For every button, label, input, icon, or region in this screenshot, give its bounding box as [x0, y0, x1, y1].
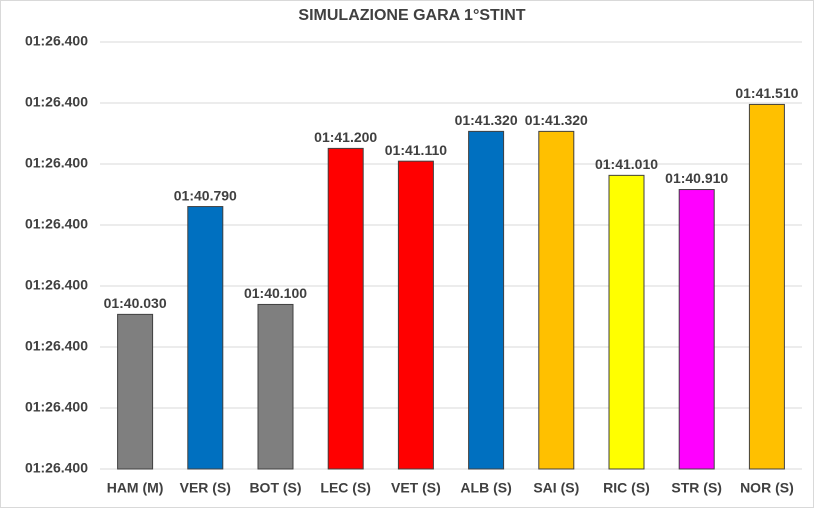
x-tick-label: VET (S) — [391, 480, 441, 496]
bar — [678, 189, 715, 470]
bar — [468, 130, 505, 470]
y-tick-label: 01:26.400 — [25, 155, 88, 171]
bar — [187, 206, 224, 470]
value-label: 01:40.910 — [665, 170, 728, 186]
bar — [608, 174, 645, 470]
bar — [117, 313, 154, 470]
x-tick-label: BOT (S) — [249, 480, 301, 496]
x-tick-label: NOR (S) — [740, 480, 794, 496]
x-tick-label: LEC (S) — [320, 480, 371, 496]
bar — [257, 303, 294, 470]
y-tick-label: 01:26.400 — [25, 216, 88, 232]
y-tick-label: 01:26.400 — [25, 399, 88, 415]
bar — [327, 147, 364, 470]
y-tick-label: 01:26.400 — [25, 33, 88, 49]
y-tick-label: 01:26.400 — [25, 338, 88, 354]
value-label: 01:41.200 — [314, 129, 377, 145]
x-tick-label: HAM (M) — [107, 480, 164, 496]
value-label: 01:41.320 — [455, 112, 518, 128]
x-tick-label: STR (S) — [671, 480, 722, 496]
x-tick-label: ALB (S) — [460, 480, 511, 496]
value-label: 01:41.110 — [385, 142, 447, 158]
x-tick-label: RIC (S) — [603, 480, 650, 496]
chart-title: SIMULAZIONE GARA 1°STINT — [298, 7, 525, 24]
y-tick-label: 01:26.400 — [25, 277, 88, 293]
bar — [748, 103, 785, 470]
bar — [538, 130, 575, 470]
value-label: 01:41.510 — [735, 85, 798, 101]
x-tick-label: SAI (S) — [533, 480, 579, 496]
value-label: 01:41.320 — [525, 112, 588, 128]
y-tick-label: 01:26.400 — [25, 460, 88, 476]
x-tick-label: VER (S) — [180, 480, 231, 496]
value-label: 01:40.030 — [104, 295, 167, 311]
value-label: 01:41.010 — [595, 156, 658, 172]
bar — [397, 160, 434, 470]
y-tick-label: 01:26.400 — [25, 94, 88, 110]
value-label: 01:40.790 — [174, 187, 237, 203]
value-label: 01:40.100 — [244, 285, 307, 301]
